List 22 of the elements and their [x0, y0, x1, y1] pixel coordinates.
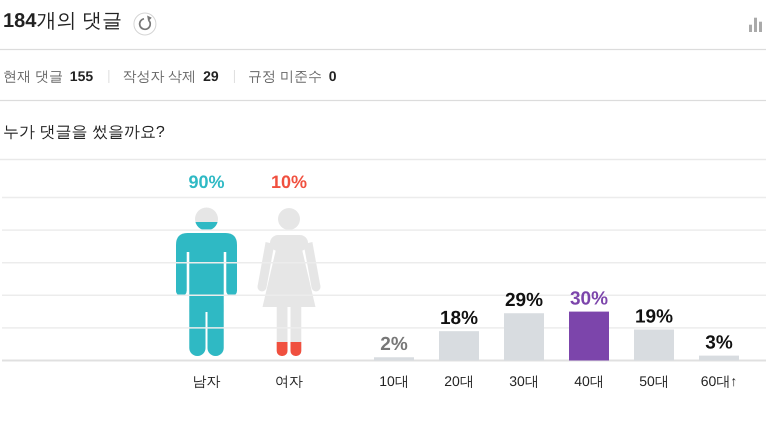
- x-tick-label: 30대: [509, 373, 539, 389]
- text: 184개의 댓글: [3, 10, 122, 32]
- data-label: 10%: [270, 172, 308, 192]
- bar: [569, 312, 609, 360]
- x-tick-label: 10대: [379, 373, 409, 389]
- category-label: 남자: [192, 373, 220, 389]
- category-label: 여자: [275, 373, 303, 389]
- data-label: 30%: [570, 288, 608, 310]
- data-label: 18%: [440, 308, 478, 330]
- data-label: 90%: [188, 172, 225, 192]
- text: 규정 미준수 0: [248, 68, 337, 84]
- x-tick-label: 20대: [444, 373, 474, 389]
- x-tick-label: 50대: [639, 373, 669, 389]
- data-label: 19%: [634, 306, 674, 328]
- data-label: 29%: [504, 290, 544, 312]
- data-label: 2%: [380, 334, 408, 356]
- x-tick-label: 60대↑: [700, 373, 738, 389]
- text: 작성자 삭제 29: [122, 68, 219, 84]
- data-label: 3%: [705, 332, 733, 354]
- text: 누가 댓글을 썼을까요?: [3, 124, 165, 141]
- text: 현재 댓글 155: [3, 68, 94, 84]
- x-tick-label: 40대: [574, 373, 604, 389]
